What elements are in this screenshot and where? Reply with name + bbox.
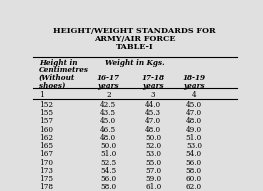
Text: 48.0: 48.0 bbox=[145, 125, 161, 134]
Text: 170: 170 bbox=[39, 159, 53, 167]
Text: 55.0: 55.0 bbox=[145, 159, 161, 167]
Text: 3: 3 bbox=[151, 91, 155, 99]
Text: 44.0: 44.0 bbox=[145, 101, 161, 109]
Text: 52.0: 52.0 bbox=[145, 142, 161, 150]
Text: shoes): shoes) bbox=[39, 82, 65, 90]
Text: 1: 1 bbox=[39, 91, 44, 99]
Text: 157: 157 bbox=[39, 117, 53, 125]
Text: Height in: Height in bbox=[39, 59, 78, 67]
Text: 48.0: 48.0 bbox=[100, 134, 116, 142]
Text: 46.5: 46.5 bbox=[100, 125, 116, 134]
Text: 56.0: 56.0 bbox=[100, 175, 116, 183]
Text: (Without: (Without bbox=[39, 74, 75, 82]
Text: 45.0: 45.0 bbox=[186, 101, 202, 109]
Text: 54.5: 54.5 bbox=[100, 167, 116, 175]
Text: 175: 175 bbox=[39, 175, 53, 183]
Text: 53.0: 53.0 bbox=[186, 142, 202, 150]
Text: years: years bbox=[98, 82, 119, 90]
Text: years: years bbox=[183, 82, 205, 90]
Text: 162: 162 bbox=[39, 134, 53, 142]
Text: 152: 152 bbox=[39, 101, 53, 109]
Text: years: years bbox=[142, 82, 164, 90]
Text: Centimetres: Centimetres bbox=[39, 66, 89, 74]
Text: Weight in Kgs.: Weight in Kgs. bbox=[105, 59, 165, 67]
Text: 165: 165 bbox=[39, 142, 53, 150]
Text: 61.0: 61.0 bbox=[145, 183, 161, 191]
Text: 167: 167 bbox=[39, 150, 53, 158]
Text: 53.0: 53.0 bbox=[145, 150, 161, 158]
Text: 54.0: 54.0 bbox=[186, 150, 202, 158]
Text: 16-17: 16-17 bbox=[97, 74, 120, 82]
Text: 50.0: 50.0 bbox=[100, 142, 116, 150]
Text: 173: 173 bbox=[39, 167, 53, 175]
Text: 58.0: 58.0 bbox=[186, 167, 202, 175]
Text: 52.5: 52.5 bbox=[100, 159, 116, 167]
Text: TABLE-I: TABLE-I bbox=[116, 43, 154, 51]
Text: 160: 160 bbox=[39, 125, 53, 134]
Text: 47.0: 47.0 bbox=[145, 117, 161, 125]
Text: 57.0: 57.0 bbox=[145, 167, 161, 175]
Text: 49.0: 49.0 bbox=[186, 125, 202, 134]
Text: 155: 155 bbox=[39, 109, 53, 117]
Text: 50.0: 50.0 bbox=[145, 134, 161, 142]
Text: 51.0: 51.0 bbox=[186, 134, 202, 142]
Text: 58.0: 58.0 bbox=[100, 183, 116, 191]
Text: 18-19: 18-19 bbox=[183, 74, 205, 82]
Text: 178: 178 bbox=[39, 183, 53, 191]
Text: 48.0: 48.0 bbox=[186, 117, 202, 125]
Text: 45.0: 45.0 bbox=[100, 117, 116, 125]
Text: 42.5: 42.5 bbox=[100, 101, 116, 109]
Text: 17-18: 17-18 bbox=[142, 74, 165, 82]
Text: 4: 4 bbox=[191, 91, 196, 99]
Text: 47.0: 47.0 bbox=[186, 109, 202, 117]
Text: 51.0: 51.0 bbox=[100, 150, 117, 158]
Text: 2: 2 bbox=[106, 91, 111, 99]
Text: 59.0: 59.0 bbox=[145, 175, 161, 183]
Text: 45.3: 45.3 bbox=[145, 109, 161, 117]
Text: HEIGHT/WEIGHT STANDARDS FOR: HEIGHT/WEIGHT STANDARDS FOR bbox=[53, 27, 216, 35]
Text: 43.5: 43.5 bbox=[100, 109, 116, 117]
Text: 62.0: 62.0 bbox=[186, 183, 202, 191]
Text: 56.0: 56.0 bbox=[186, 159, 202, 167]
Text: ARMY/AIR FORCE: ARMY/AIR FORCE bbox=[94, 35, 175, 43]
Text: 60.0: 60.0 bbox=[186, 175, 202, 183]
